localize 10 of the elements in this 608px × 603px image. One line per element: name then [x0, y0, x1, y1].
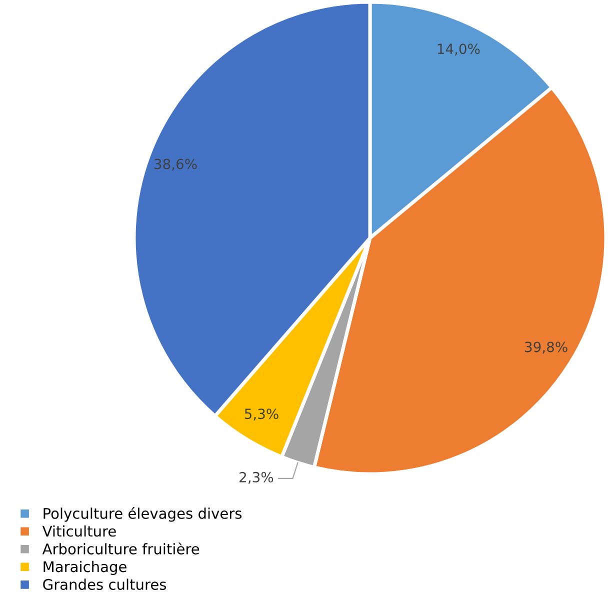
data-label: 38,6%: [154, 158, 197, 171]
legend-label: Maraichage: [44, 560, 126, 576]
data-label: 2,3%: [240, 472, 274, 484]
data-label: 39,8%: [525, 342, 568, 354]
legend-label: Polyculture élevages divers: [44, 507, 242, 522]
data-label: 14,0%: [438, 44, 480, 56]
data-label: 5,3%: [244, 408, 278, 421]
legend-label: Arboriculture fruitière: [42, 542, 200, 554]
legend-label: Viticulture: [42, 525, 116, 537]
legend-label: Grandes cultures: [43, 578, 166, 590]
